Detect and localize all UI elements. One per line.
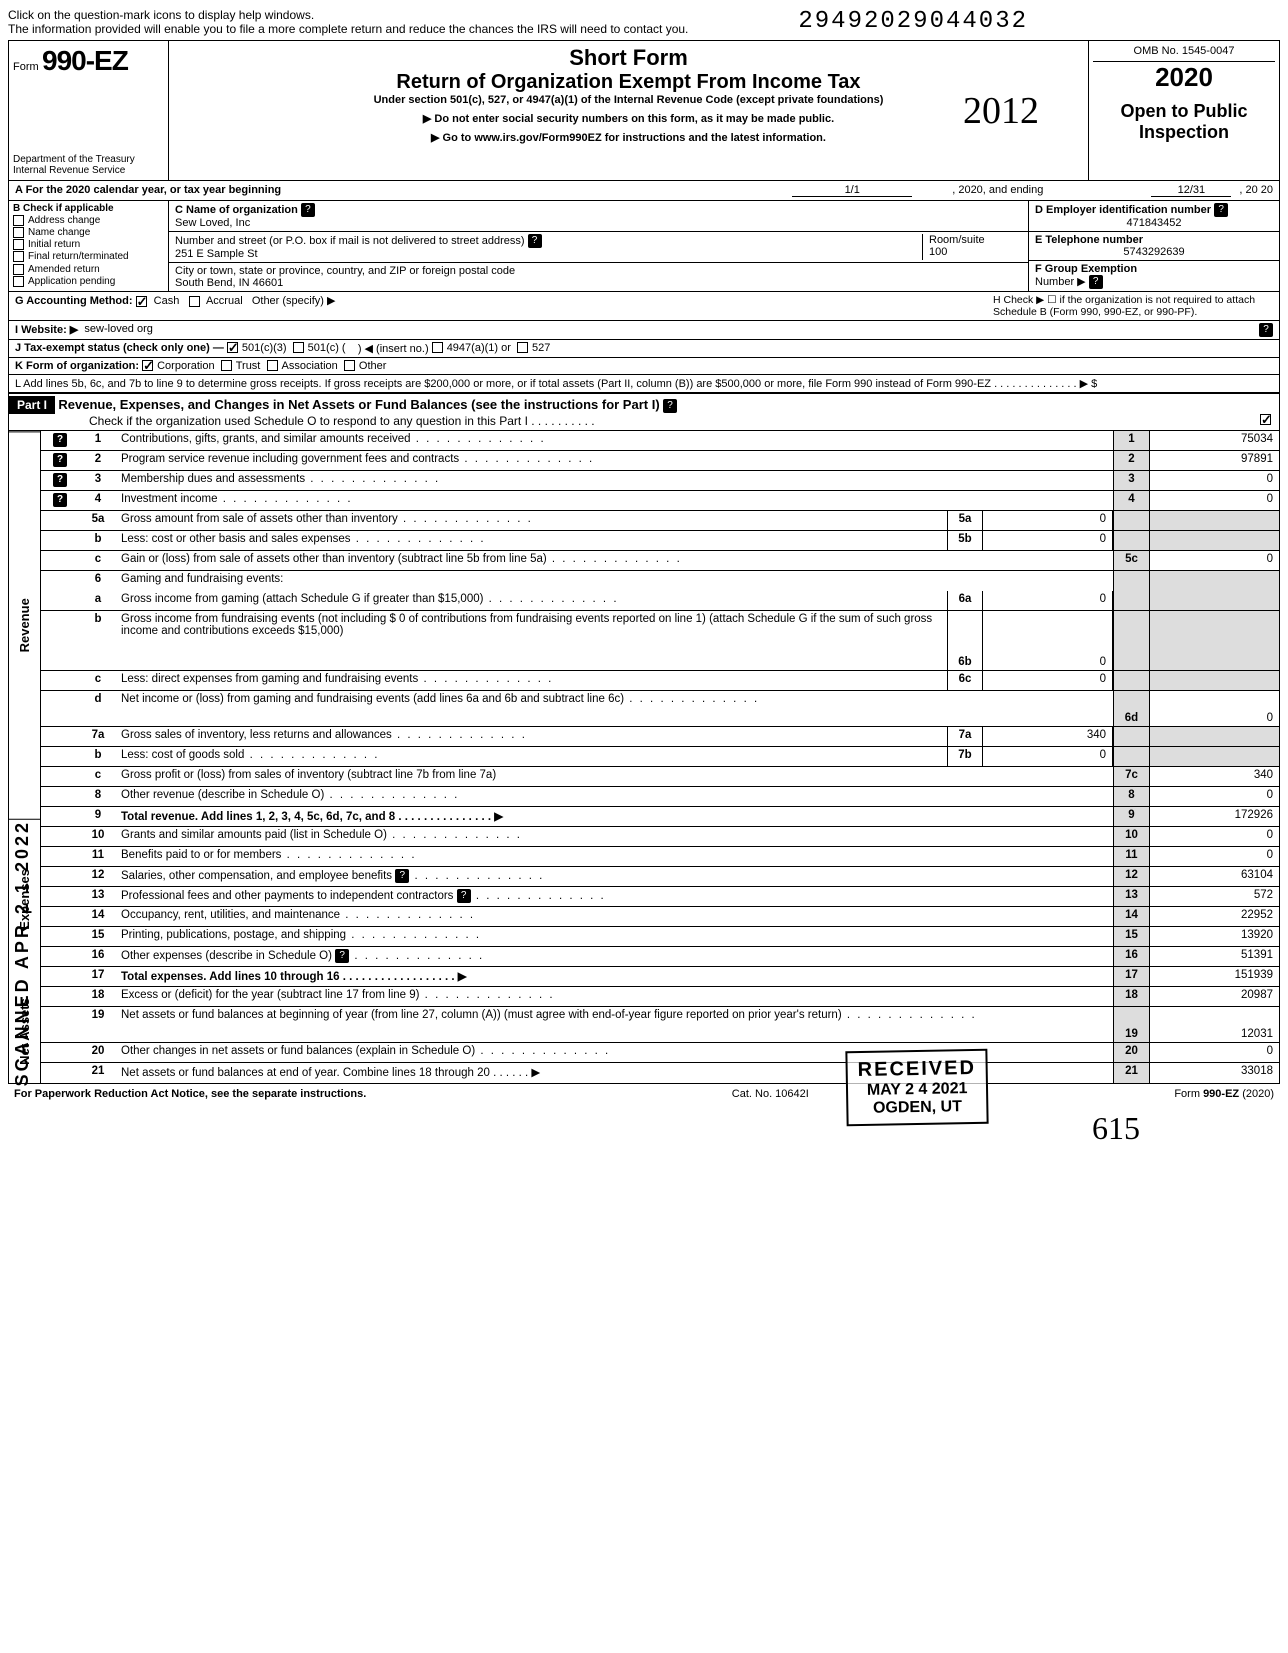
help-hint: Click on the question-mark icons to disp… bbox=[8, 8, 1280, 36]
help-icon[interactable]: ? bbox=[528, 234, 542, 248]
chk-cash[interactable] bbox=[136, 296, 147, 307]
website-row: I Website: ▶ sew-loved org ? bbox=[9, 321, 1279, 340]
help-icon[interactable]: ? bbox=[1089, 275, 1103, 289]
document-number: 29492029044032 bbox=[798, 8, 1028, 35]
chk-address-change[interactable] bbox=[13, 215, 24, 226]
chk-accrual[interactable] bbox=[189, 296, 200, 307]
dept-treasury: Department of the Treasury Internal Reve… bbox=[13, 154, 135, 176]
footer: For Paperwork Reduction Act Notice, see … bbox=[8, 1084, 1280, 1104]
lines-table: ?1Contributions, gifts, grants, and simi… bbox=[41, 431, 1279, 1083]
help-icon[interactable]: ? bbox=[1259, 323, 1273, 337]
revenue-side-label: Revenue bbox=[9, 431, 40, 819]
chk-association[interactable] bbox=[267, 360, 278, 371]
part1-header: Part I Revenue, Expenses, and Changes in… bbox=[9, 393, 1279, 431]
form-id-box: Form 990-EZ Department of the Treasury I… bbox=[9, 41, 169, 180]
chk-sched-o[interactable] bbox=[1260, 414, 1271, 425]
form-of-org: K Form of organization: Corporation Trus… bbox=[9, 358, 1279, 375]
help-icon[interactable]: ? bbox=[663, 399, 677, 413]
chk-application-pending[interactable] bbox=[13, 276, 24, 287]
tax-year-row: A For the 2020 calendar year, or tax yea… bbox=[9, 181, 1279, 201]
chk-4947[interactable] bbox=[432, 342, 443, 353]
chk-501c[interactable] bbox=[293, 342, 304, 353]
help-icon[interactable]: ? bbox=[1214, 203, 1228, 217]
chk-other-org[interactable] bbox=[344, 360, 355, 371]
check-if-applicable: B Check if applicable Address change Nam… bbox=[9, 201, 169, 291]
chk-name-change[interactable] bbox=[13, 227, 24, 238]
chk-corporation[interactable] bbox=[142, 360, 153, 371]
line-l: L Add lines 5b, 6c, and 7b to line 9 to … bbox=[9, 375, 1279, 393]
chk-527[interactable] bbox=[517, 342, 528, 353]
chk-amended-return[interactable] bbox=[13, 264, 24, 275]
chk-501c3[interactable] bbox=[227, 342, 238, 353]
accounting-method: G Accounting Method: Cash Accrual Other … bbox=[9, 292, 1279, 321]
received-stamp: RECEIVED MAY 2 4 2021 OGDEN, UT bbox=[845, 1049, 989, 1126]
form-title-box: Short Form Return of Organization Exempt… bbox=[169, 41, 1089, 180]
ein-phone: D Employer identification number ?471843… bbox=[1029, 201, 1279, 291]
chk-initial-return[interactable] bbox=[13, 239, 24, 250]
chk-trust[interactable] bbox=[221, 360, 232, 371]
tax-exempt-status: J Tax-exempt status (check only one) — 5… bbox=[9, 340, 1279, 358]
chk-final-return[interactable] bbox=[13, 251, 24, 262]
help-icon[interactable]: ? bbox=[301, 203, 315, 217]
handwritten-year: 2012 bbox=[963, 89, 1039, 133]
omb-year-box: OMB No. 1545-0047 2020 Open to Public In… bbox=[1089, 41, 1279, 180]
org-info: C Name of organization ?Sew Loved, Inc N… bbox=[169, 201, 1029, 291]
scanned-stamp: SCANNED APR 2 1 2022 bbox=[12, 820, 33, 1086]
